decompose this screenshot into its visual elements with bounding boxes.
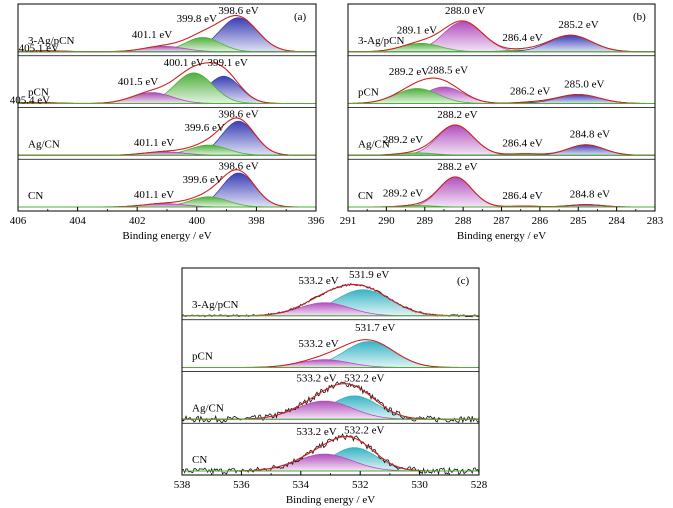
envelope-fit	[348, 124, 655, 156]
x-tick-label: 284	[608, 215, 625, 227]
x-tick-label: 400	[189, 215, 206, 227]
x-tick-label: 285	[570, 215, 587, 227]
x-tick-label: 402	[129, 215, 146, 227]
peak-label: 286.2 eV	[510, 85, 550, 97]
peak-label: 399.8 eV	[177, 13, 217, 25]
sample-label: CN	[28, 190, 43, 202]
peak-label: 398.6 eV	[218, 109, 258, 121]
peak-label: 286.4 eV	[502, 32, 542, 44]
peak-label: 401.1 eV	[134, 137, 174, 149]
panel-2: 3-Ag/pCN 533.2 eV 531.9 eV pCN 533.2 eV 531.7…	[174, 267, 488, 506]
peak-label: 285.0 eV	[564, 78, 604, 90]
x-tick-label: 404	[69, 215, 86, 227]
sample-label: 3-Ag/pCN	[358, 35, 405, 47]
panel-label: (a)	[294, 11, 307, 23]
peak-label: 531.7 eV	[355, 322, 395, 334]
peak-label: 531.9 eV	[349, 269, 389, 281]
sample-cn: CN 398.6 eV 399.6 eV 401.1 eV	[18, 160, 316, 208]
peak-label: 284.8 eV	[570, 189, 610, 201]
peak-label: 405.4 eV	[10, 94, 50, 106]
sample-ag-cn: Ag/CN 533.2 eV 532.2 eV	[181, 373, 480, 424]
x-tick-label: 406	[10, 215, 27, 227]
peak-label: 398.6 eV	[218, 160, 258, 172]
x-axis-label: Binding energy / eV	[457, 230, 546, 242]
peak-label: 401.5 eV	[118, 76, 158, 88]
x-tick-label: 290	[378, 215, 395, 227]
peak-label: 284.8 eV	[570, 129, 610, 141]
sample-label: pCN	[28, 87, 49, 99]
sample-pcn: pCN 533.2 eV 531.7 eV	[182, 322, 479, 369]
peak-label: 286.4 eV	[502, 190, 542, 202]
envelope-fit	[348, 20, 655, 53]
x-tick-label: 289	[417, 215, 434, 227]
peak-label: 398.6 eV	[218, 5, 258, 17]
component-peak	[181, 400, 480, 420]
peak-label: 401.1 eV	[134, 189, 174, 201]
peak-label: 533.2 eV	[298, 275, 338, 287]
sample-label: pCN	[192, 351, 213, 363]
peak-label: 401.1 eV	[132, 29, 172, 41]
peak-label: 533.2 eV	[296, 426, 336, 438]
x-tick-label: 286	[532, 215, 549, 227]
envelope-fit	[348, 176, 655, 208]
x-tick-label: 291	[340, 215, 357, 227]
sample-3-ag-pcn: 3-Ag/pCN 533.2 eV 531.9 eV	[181, 269, 480, 318]
sample-label: Ag/CN	[28, 138, 60, 150]
x-tick-label: 396	[308, 215, 325, 227]
peak-label: 288.2 eV	[437, 161, 477, 173]
x-tick-label: 538	[174, 479, 191, 491]
x-tick-label: 528	[471, 479, 488, 491]
x-axis-label: Binding energy / eV	[286, 494, 375, 506]
sample-label: CN	[192, 454, 207, 466]
peak-label: 533.2 eV	[298, 338, 338, 350]
peak-label: 399.1 eV	[207, 57, 247, 69]
x-axis-label: Binding energy / eV	[122, 230, 211, 242]
sample-label: pCN	[358, 87, 379, 99]
peak-label: 289.1 eV	[397, 24, 437, 36]
x-tick-label: 532	[352, 479, 369, 491]
x-tick-label: 530	[411, 479, 428, 491]
panel-label: (c)	[457, 275, 470, 287]
component-peak	[182, 453, 479, 472]
sample-label: 3-Ag/pCN	[28, 35, 75, 47]
x-tick-label: 398	[248, 215, 265, 227]
x-tick-label: 287	[493, 215, 510, 227]
peak-label: 288.2 eV	[437, 109, 477, 121]
x-tick-label: 288	[455, 215, 472, 227]
peak-label: 288.0 eV	[445, 5, 485, 17]
x-tick-label: 283	[647, 215, 664, 227]
peak-label: 289.2 eV	[389, 66, 429, 78]
peak-label: 288.5 eV	[428, 64, 468, 76]
peak-label: 532.2 eV	[344, 373, 384, 385]
panel-label: (b)	[633, 11, 646, 23]
peak-label: 399.6 eV	[185, 122, 225, 134]
x-tick-label: 536	[233, 479, 250, 491]
sample-label: 3-Ag/pCN	[192, 299, 239, 311]
sample-cn: CN 289.2 eV 288.2 eV 286.4 eV 284.8 eV	[348, 161, 655, 208]
sample-label: CN	[358, 190, 373, 202]
peak-label: 285.2 eV	[558, 19, 598, 31]
peak-label: 533.2 eV	[296, 373, 336, 385]
sample-label: Ag/CN	[192, 402, 224, 414]
peak-label: 532.2 eV	[344, 424, 384, 436]
peak-label: 289.2 eV	[383, 134, 423, 146]
sample-cn: CN 533.2 eV 532.2 eV	[182, 424, 480, 476]
peak-label: 400.1 eV	[164, 57, 204, 69]
x-tick-label: 534	[293, 479, 310, 491]
peak-label: 405.1 eV	[19, 43, 59, 55]
sample-label: Ag/CN	[358, 138, 390, 150]
peak-label: 289.2 eV	[383, 188, 423, 200]
peak-label: 399.6 eV	[183, 174, 223, 186]
peak-label: 286.4 eV	[502, 138, 542, 150]
raw-spectrum	[182, 433, 480, 476]
